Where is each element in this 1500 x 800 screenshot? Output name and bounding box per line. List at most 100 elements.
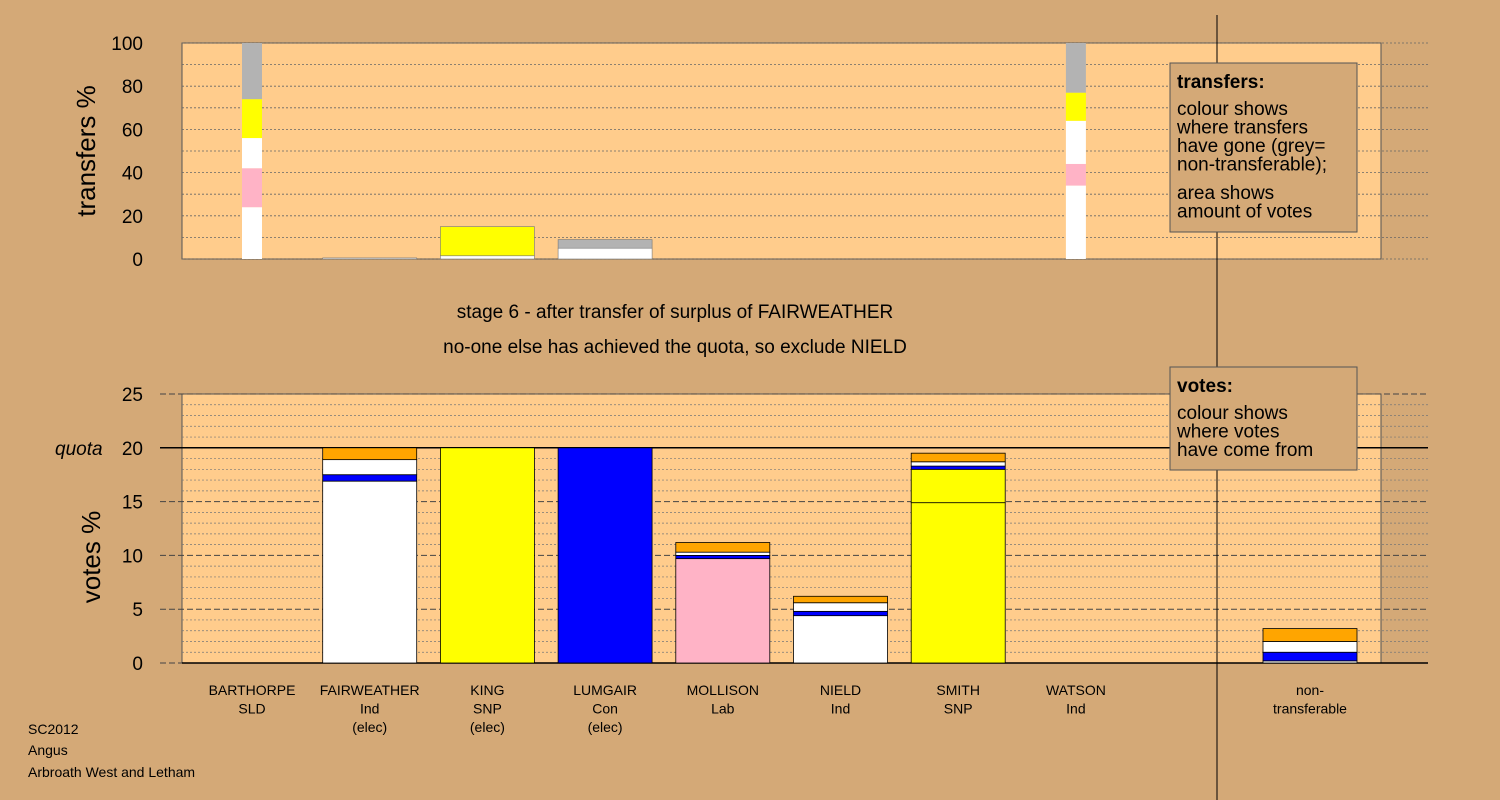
candidate-label-line: SNP	[473, 701, 502, 717]
transfer-segment	[242, 43, 262, 100]
candidate-label-line: SLD	[238, 701, 265, 717]
candidate-label: KING SNP (elec)	[470, 682, 505, 735]
candidate-label-line: (elec)	[470, 719, 505, 735]
vote-segment	[322, 474, 418, 482]
transfers-legend-line: where transfers	[1176, 118, 1308, 139]
votes-y-tick-label: 10	[122, 546, 143, 567]
vote-segment	[1262, 628, 1358, 642]
votes-y-tick-label: 25	[122, 385, 143, 406]
votes-legend-box	[1169, 366, 1358, 471]
vote-segment	[793, 595, 888, 604]
transfer-segment	[1065, 92, 1086, 121]
transfers-y-tick-label: 0	[132, 250, 143, 271]
vote-segment	[322, 459, 418, 476]
vote-segment	[793, 615, 888, 664]
transfers-legend-line: non-transferable);	[1177, 155, 1327, 176]
candidate-label: FAIRWEATHER Ind (elec)	[320, 682, 420, 735]
candidate-label-line: FAIRWEATHER	[320, 682, 420, 698]
candidate-label-line: Ind	[360, 701, 379, 717]
transfers-legend-box	[1169, 62, 1358, 233]
transfer-segment	[557, 247, 653, 260]
candidate-label: NIELD Ind	[820, 682, 861, 717]
candidate-label: WATSON Ind	[1046, 682, 1106, 717]
candidate-label-line: WATSON	[1046, 682, 1106, 698]
votes-legend-line: colour shows	[1177, 403, 1288, 424]
candidate-label-line: SNP	[944, 701, 973, 717]
footer-ward: Arbroath West and Letham	[28, 764, 195, 780]
quota-label: quota	[55, 439, 103, 460]
stage-subtitle: no-one else has achieved the quota, so e…	[443, 337, 907, 358]
vote-segment	[1262, 641, 1358, 653]
transfer-segment	[242, 168, 262, 208]
vote-segment	[322, 447, 418, 461]
transfer-segment	[1065, 185, 1086, 259]
vote-segment	[910, 502, 1006, 664]
candidate-label-line: non-	[1296, 682, 1324, 698]
votes-legend-line: have come from	[1177, 440, 1313, 461]
vote-segment	[910, 468, 1006, 504]
candidate-label-line: (elec)	[588, 719, 623, 735]
vote-segment	[557, 447, 653, 664]
transfer-segment	[242, 99, 262, 139]
candidate-label: SMITH SNP	[936, 682, 980, 717]
transfer-segment	[1065, 163, 1086, 186]
candidate-label-line: (elec)	[352, 719, 387, 735]
candidate-label: MOLLISON Lab	[687, 682, 759, 717]
votes-legend-line: where votes	[1176, 422, 1279, 443]
candidate-label: non-transferable	[1273, 682, 1347, 717]
transfer-segment	[322, 257, 418, 260]
transfer-segment	[440, 226, 535, 257]
vote-segment	[910, 465, 1006, 470]
transfer-segment	[1065, 120, 1086, 164]
transfers-legend-line: amount of votes	[1177, 202, 1312, 223]
transfers-y-tick-label: 100	[111, 34, 143, 55]
footer-council: Angus	[28, 742, 68, 758]
vote-segment	[322, 480, 418, 664]
vote-segment	[675, 542, 771, 553]
votes-legend-title: votes:	[1177, 376, 1233, 397]
candidate-label: LUMGAIR Con (elec)	[573, 682, 637, 735]
votes-y-tick-label: 15	[122, 493, 143, 514]
vote-segment	[439, 447, 535, 664]
transfers-legend-title: transfers:	[1177, 72, 1265, 93]
vote-segment	[793, 610, 888, 617]
transfers-y-tick-label: 40	[122, 164, 143, 185]
candidate-label-line: BARTHORPE	[209, 682, 296, 698]
vote-segment	[675, 555, 771, 560]
candidate-label-line: Ind	[1066, 701, 1085, 717]
votes-y-axis-title: votes %	[76, 511, 106, 604]
candidate-label-line: Lab	[711, 701, 735, 717]
votes-y-tick-label: 5	[132, 600, 143, 621]
votes-y-tick-label: 20	[122, 439, 143, 460]
transfer-segment	[242, 207, 262, 259]
vote-segment	[1262, 651, 1358, 662]
votes-y-tick-label: 0	[132, 654, 143, 675]
vote-segment	[675, 558, 771, 664]
transfer-segment	[557, 239, 653, 249]
vote-segment	[910, 452, 1006, 463]
transfer-segment	[242, 138, 262, 169]
stage-title: stage 6 - after transfer of surplus of F…	[457, 302, 893, 323]
transfers-legend-line: area shows	[1177, 183, 1274, 204]
candidate-label-line: Con	[592, 701, 618, 717]
transfers-legend-line: colour shows	[1177, 99, 1288, 120]
transfer-segment	[440, 255, 535, 260]
candidate-label-line: transferable	[1273, 701, 1347, 717]
transfers-legend-line: have gone (grey=	[1177, 136, 1325, 157]
transfers-y-tick-label: 20	[122, 207, 143, 228]
candidate-label-line: KING	[470, 682, 504, 698]
transfers-y-tick-label: 60	[122, 120, 143, 141]
vote-segment	[910, 461, 1006, 467]
footer-election: SC2012	[28, 721, 79, 737]
vote-segment	[675, 551, 771, 556]
candidate-label-line: MOLLISON	[687, 682, 759, 698]
transfers-y-axis-title: transfers %	[71, 85, 101, 217]
candidate-label-line: SMITH	[936, 682, 980, 698]
transfers-y-tick-label: 80	[122, 77, 143, 98]
transfer-segment	[1065, 43, 1086, 93]
candidate-label-line: LUMGAIR	[573, 682, 637, 698]
